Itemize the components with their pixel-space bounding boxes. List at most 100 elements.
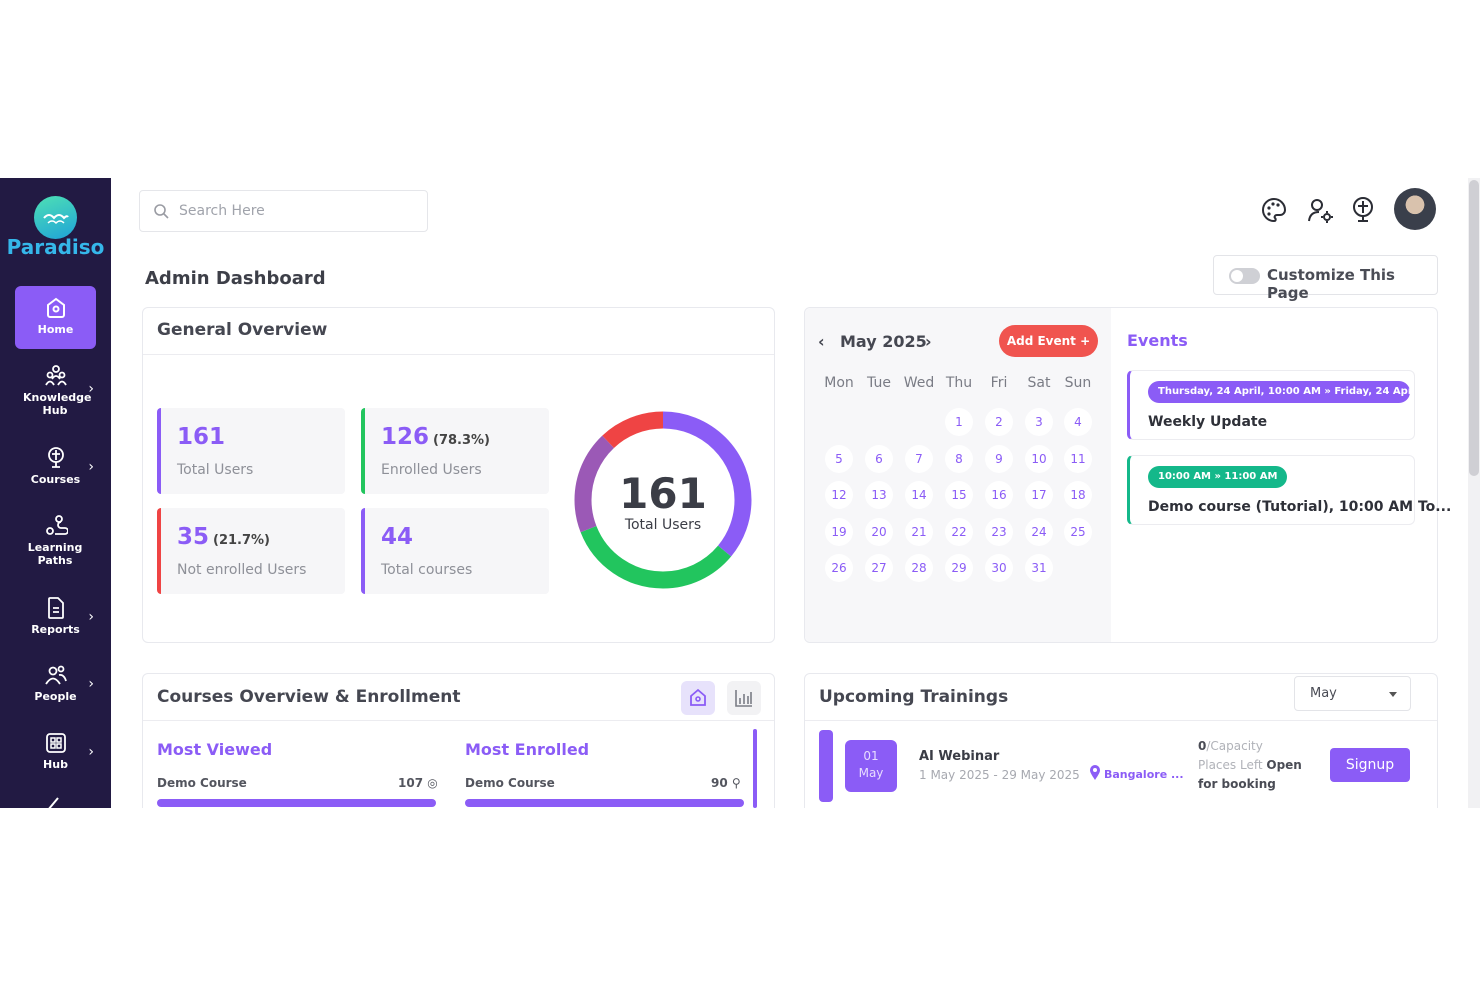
stat-not-enrolled-users[interactable]: 35 (21.7%) Not enrolled Users — [157, 508, 345, 594]
stat-value: 161 — [177, 424, 226, 450]
chevron-left-icon[interactable]: ‹ — [818, 332, 825, 351]
add-event-button[interactable]: Add Event + — [999, 325, 1098, 357]
most-enrolled-title: Most Enrolled — [465, 740, 590, 759]
most-viewed-bar — [157, 799, 436, 807]
bar-chart-icon — [735, 690, 752, 707]
calendar-day[interactable]: 30 — [985, 554, 1013, 582]
avatar[interactable] — [1394, 188, 1436, 230]
calendar-day[interactable]: 10 — [1025, 445, 1053, 473]
weekday-label: Sun — [1064, 375, 1092, 391]
search-input[interactable]: Search Here — [139, 190, 428, 232]
user-settings-icon[interactable] — [1306, 196, 1334, 224]
sidebar-item-reports[interactable]: Reports › — [15, 596, 96, 644]
sidebar-item-label: Learning Paths — [27, 541, 83, 567]
home-view-button[interactable] — [681, 681, 715, 715]
calendar-day[interactable]: 31 — [1025, 554, 1053, 582]
stat-total-courses[interactable]: 44 Total courses — [361, 508, 549, 594]
donut-segment-violet — [574, 411, 752, 589]
upcoming-trainings-card: Upcoming Trainings — [804, 673, 1438, 808]
calendar-panel — [805, 308, 1111, 642]
calendar-day[interactable]: 26 — [825, 554, 853, 582]
pen-icon — [48, 797, 59, 808]
calendar-day[interactable]: 8 — [945, 445, 973, 473]
training-booking: for booking — [1198, 777, 1276, 791]
chart-view-button[interactable] — [727, 681, 761, 715]
training-accent — [819, 730, 833, 802]
calendar-day[interactable]: 5 — [825, 445, 853, 473]
customize-label: Customize This Page — [1267, 266, 1395, 302]
calendar-day[interactable]: 21 — [905, 518, 933, 546]
calendar-day[interactable]: 1 — [945, 408, 973, 436]
chevron-right-icon: › — [88, 676, 94, 693]
calendar-day[interactable]: 27 — [865, 554, 893, 582]
event-time: Thursday, 24 April, 10:00 AM » Friday, 2… — [1148, 381, 1410, 403]
calendar-day[interactable]: 12 — [825, 481, 853, 509]
calendar-day[interactable]: 11 — [1064, 445, 1092, 473]
training-location: Bangalore ... — [1104, 768, 1184, 781]
toggle-switch[interactable] — [1229, 268, 1260, 284]
calendar-day[interactable]: 17 — [1025, 481, 1053, 509]
calendar-day[interactable]: 14 — [905, 481, 933, 509]
sidebar-item-label: Reports — [31, 623, 80, 636]
sidebar-item-learning-paths[interactable]: Learning Paths — [15, 514, 96, 574]
calendar-day[interactable]: 16 — [985, 481, 1013, 509]
document-icon — [47, 597, 64, 619]
month-filter-select[interactable]: May — [1294, 676, 1411, 711]
courses-icon[interactable] — [1349, 196, 1377, 224]
card-title: Upcoming Trainings — [819, 687, 1009, 707]
stat-value: 35 (21.7%) — [177, 524, 270, 550]
scrollbar[interactable] — [1468, 178, 1480, 808]
calendar-day[interactable]: 25 — [1064, 518, 1092, 546]
stat-total-users[interactable]: 161 Total Users — [157, 408, 345, 494]
stat-enrolled-users[interactable]: 126 (78.3%) Enrolled Users — [361, 408, 549, 494]
sidebar-item-knowledge-hub[interactable]: Knowledge Hub › — [15, 364, 96, 424]
calendar-day[interactable]: 9 — [985, 445, 1013, 473]
group-icon — [44, 365, 67, 386]
weekday-label: Sat — [1027, 375, 1051, 391]
sidebar-item-courses[interactable]: Courses › — [15, 446, 96, 494]
sidebar-item-home[interactable]: Home — [15, 286, 96, 349]
brand-logo-icon[interactable] — [34, 196, 77, 239]
calendar-day[interactable]: 3 — [1025, 408, 1053, 436]
weekday-label: Wed — [903, 375, 935, 391]
chevron-right-icon: › — [88, 380, 94, 397]
event-item[interactable]: 10:00 AM » 11:00 AM Demo course (Tutoria… — [1127, 455, 1451, 525]
scrollbar-thumb[interactable] — [1469, 180, 1479, 476]
signup-button[interactable]: Signup — [1330, 748, 1410, 782]
weekday-label: Thu — [945, 375, 973, 391]
event-title: Weekly Update — [1148, 414, 1268, 430]
calendar-day[interactable]: 28 — [905, 554, 933, 582]
sidebar-item-label: Home — [37, 323, 74, 336]
home-icon — [46, 297, 65, 318]
users-donut-chart — [574, 411, 752, 589]
calendar-day[interactable]: 13 — [865, 481, 893, 509]
calendar-day[interactable]: 19 — [825, 518, 853, 546]
sidebar-item-label: Courses — [30, 473, 81, 486]
calendar-day[interactable]: 2 — [985, 408, 1013, 436]
learning-path-icon — [45, 515, 68, 535]
customize-page-toggle[interactable]: Customize This Page — [1213, 255, 1438, 302]
sidebar-item-label: Knowledge Hub — [23, 391, 92, 417]
grid-icon — [45, 733, 66, 753]
calendar-month: May 2025 — [840, 332, 927, 351]
calendar-day[interactable]: 23 — [985, 518, 1013, 546]
sidebar-item-hub[interactable]: Hub › — [15, 731, 96, 779]
chevron-right-icon[interactable]: › — [925, 332, 932, 351]
event-time: 10:00 AM » 11:00 AM — [1148, 466, 1288, 488]
calendar-day[interactable]: 22 — [945, 518, 973, 546]
event-item[interactable]: Thursday, 24 April, 10:00 AM » Friday, 2… — [1127, 370, 1415, 440]
search-icon — [154, 204, 169, 219]
calendar-day[interactable]: 20 — [865, 518, 893, 546]
training-name[interactable]: AI Webinar — [919, 749, 1000, 764]
calendar-day[interactable]: 24 — [1025, 518, 1053, 546]
calendar-day[interactable]: 7 — [905, 445, 933, 473]
calendar-day[interactable]: 6 — [865, 445, 893, 473]
calendar-day[interactable]: 29 — [945, 554, 973, 582]
calendar-day[interactable]: 4 — [1064, 408, 1092, 436]
calendar-day[interactable]: 15 — [945, 481, 973, 509]
search-placeholder: Search Here — [179, 203, 265, 219]
calendar-day[interactable]: 18 — [1064, 481, 1092, 509]
sidebar-item-people[interactable]: People › — [15, 663, 96, 711]
palette-icon[interactable] — [1260, 196, 1288, 224]
events-title: Events — [1127, 331, 1188, 350]
